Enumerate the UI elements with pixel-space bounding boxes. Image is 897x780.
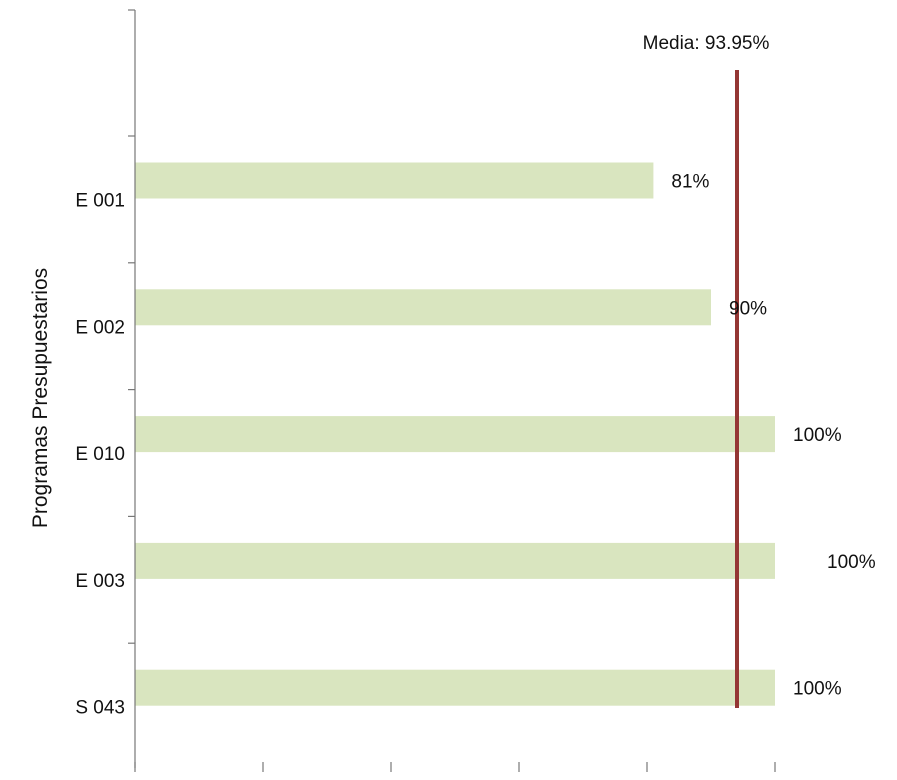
data-label: 81%: [671, 172, 709, 193]
category-label: E 001: [75, 191, 125, 212]
category-label: E 002: [75, 317, 125, 338]
category-label: S 043: [75, 698, 125, 719]
category-label: E 003: [75, 571, 125, 592]
bar: [135, 162, 654, 199]
data-label: 100%: [827, 552, 876, 573]
data-label: 90%: [729, 298, 767, 319]
data-label: 100%: [793, 425, 842, 446]
bar: [135, 416, 775, 453]
mean-label: Media: 93.95%: [643, 33, 770, 54]
bar: [135, 289, 711, 326]
bar: [135, 542, 775, 579]
y-axis-title: Programas Presupuestarios: [29, 268, 52, 528]
category-label: E 010: [75, 444, 125, 465]
labels: E 001 81% E 002 90% E 010 100% E 003 100% S 043 1…: [75, 172, 875, 719]
bar: [135, 669, 775, 706]
axis-ticks: [128, 9, 776, 772]
data-label: 100%: [793, 679, 842, 700]
bars: [135, 162, 775, 706]
mean-line-group: Media: 93.95%: [643, 33, 770, 708]
